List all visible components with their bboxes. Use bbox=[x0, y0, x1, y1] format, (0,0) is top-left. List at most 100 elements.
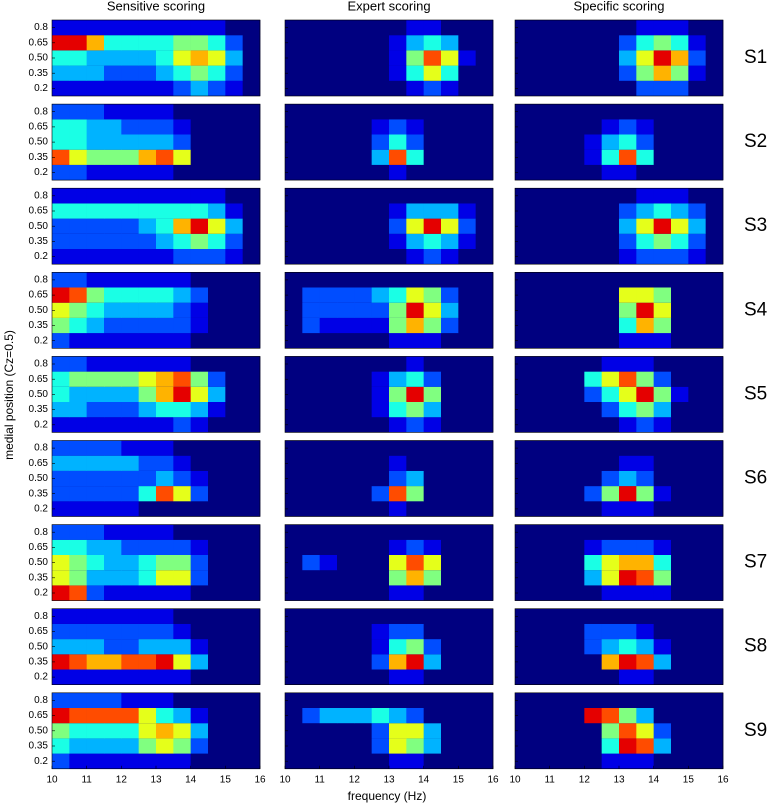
heat-cell bbox=[371, 455, 390, 471]
heat-cell bbox=[515, 371, 533, 387]
heat-cell bbox=[389, 402, 407, 418]
heat-cell bbox=[567, 524, 585, 540]
heat-cell bbox=[406, 50, 424, 66]
heat-cell bbox=[104, 623, 122, 640]
heat-cell bbox=[567, 738, 585, 754]
heat-cell bbox=[104, 356, 122, 372]
heat-cell bbox=[532, 738, 550, 754]
heat-cell bbox=[515, 35, 533, 51]
heat-cell bbox=[285, 524, 303, 540]
heat-cell bbox=[208, 738, 226, 754]
heat-cell bbox=[688, 20, 706, 36]
heat-cell bbox=[567, 486, 585, 502]
heat-cell bbox=[242, 80, 261, 96]
heat-cell bbox=[406, 371, 424, 387]
heat-cell bbox=[52, 455, 70, 471]
heat-cell bbox=[52, 555, 70, 571]
heat-cell bbox=[52, 272, 70, 288]
heat-cell bbox=[423, 287, 442, 303]
heat-cell bbox=[636, 50, 654, 66]
heat-cell bbox=[285, 249, 303, 265]
heat-cell bbox=[441, 738, 459, 754]
heat-cell bbox=[121, 692, 139, 708]
heat-cell bbox=[52, 402, 70, 418]
heat-cell bbox=[406, 669, 424, 685]
heat-cell bbox=[688, 639, 706, 655]
heat-cell bbox=[441, 272, 459, 288]
y-tick-label: 0.65 bbox=[29, 374, 49, 385]
heat-cell bbox=[671, 104, 689, 120]
heat-cell bbox=[653, 524, 672, 540]
heat-cell bbox=[156, 470, 174, 487]
heat-cell bbox=[138, 371, 157, 387]
heat-cell bbox=[549, 402, 568, 418]
heat-cell bbox=[302, 80, 320, 96]
heat-cell bbox=[705, 723, 724, 739]
heat-cell bbox=[52, 440, 70, 456]
heat-cell bbox=[52, 470, 70, 487]
heat-cell bbox=[208, 302, 226, 318]
heat-cell bbox=[653, 188, 672, 204]
heat-cell bbox=[156, 623, 174, 640]
heat-cell bbox=[515, 753, 533, 769]
heat-cell bbox=[515, 65, 533, 81]
heat-cell bbox=[705, 386, 724, 402]
heat-cell bbox=[156, 639, 174, 655]
heat-cell bbox=[86, 119, 105, 135]
heat-cell bbox=[458, 654, 476, 670]
heat-cell bbox=[337, 188, 355, 204]
heat-cell bbox=[104, 386, 122, 402]
heat-cell bbox=[69, 524, 87, 540]
heat-cell bbox=[584, 317, 602, 334]
heat-cell bbox=[208, 753, 226, 769]
heat-cell bbox=[52, 164, 70, 181]
heat-cell bbox=[584, 371, 602, 387]
heat-cell bbox=[173, 333, 191, 349]
heat-cell bbox=[69, 80, 87, 96]
heat-cell bbox=[52, 356, 70, 372]
heat-cell bbox=[458, 20, 476, 36]
heat-cell bbox=[354, 417, 372, 433]
heat-cell bbox=[584, 233, 602, 249]
heat-cell bbox=[584, 65, 602, 81]
heat-cell bbox=[371, 249, 390, 265]
heat-cell bbox=[584, 417, 602, 433]
heat-cell bbox=[458, 639, 476, 655]
heat-cell bbox=[458, 188, 476, 204]
heat-cell bbox=[156, 570, 174, 586]
heat-cell bbox=[636, 65, 654, 81]
heat-cell bbox=[208, 35, 226, 51]
heat-cell bbox=[86, 80, 105, 96]
heat-cell bbox=[671, 455, 689, 471]
heat-cell bbox=[653, 585, 672, 601]
heat-cell bbox=[138, 134, 157, 150]
heat-cell bbox=[671, 317, 689, 334]
y-tick-label: 0.2 bbox=[34, 756, 48, 767]
heat-cell bbox=[354, 470, 372, 487]
heat-cell bbox=[121, 80, 139, 96]
heat-cell bbox=[532, 20, 550, 36]
heat-cell bbox=[441, 639, 459, 655]
heat-cell bbox=[458, 164, 476, 181]
heat-cell bbox=[653, 570, 672, 586]
heat-cell bbox=[475, 164, 494, 181]
heat-cell bbox=[636, 164, 654, 181]
heat-cell bbox=[86, 417, 105, 433]
heat-cell bbox=[458, 623, 476, 640]
heat-cell bbox=[302, 501, 320, 517]
heat-cell bbox=[173, 218, 191, 234]
heat-cell bbox=[423, 302, 442, 318]
heat-cell bbox=[515, 104, 533, 120]
heat-cell bbox=[138, 203, 157, 219]
heat-cell bbox=[156, 654, 174, 670]
heat-cell bbox=[567, 50, 585, 66]
heat-cell bbox=[225, 317, 243, 334]
heat-cell bbox=[371, 623, 390, 640]
heat-cell bbox=[515, 233, 533, 249]
heat-cell bbox=[567, 386, 585, 402]
heat-cell bbox=[337, 585, 355, 601]
heat-cell bbox=[636, 188, 654, 204]
heat-cell bbox=[389, 149, 407, 165]
heat-cell bbox=[285, 287, 303, 303]
heat-cell bbox=[671, 302, 689, 318]
